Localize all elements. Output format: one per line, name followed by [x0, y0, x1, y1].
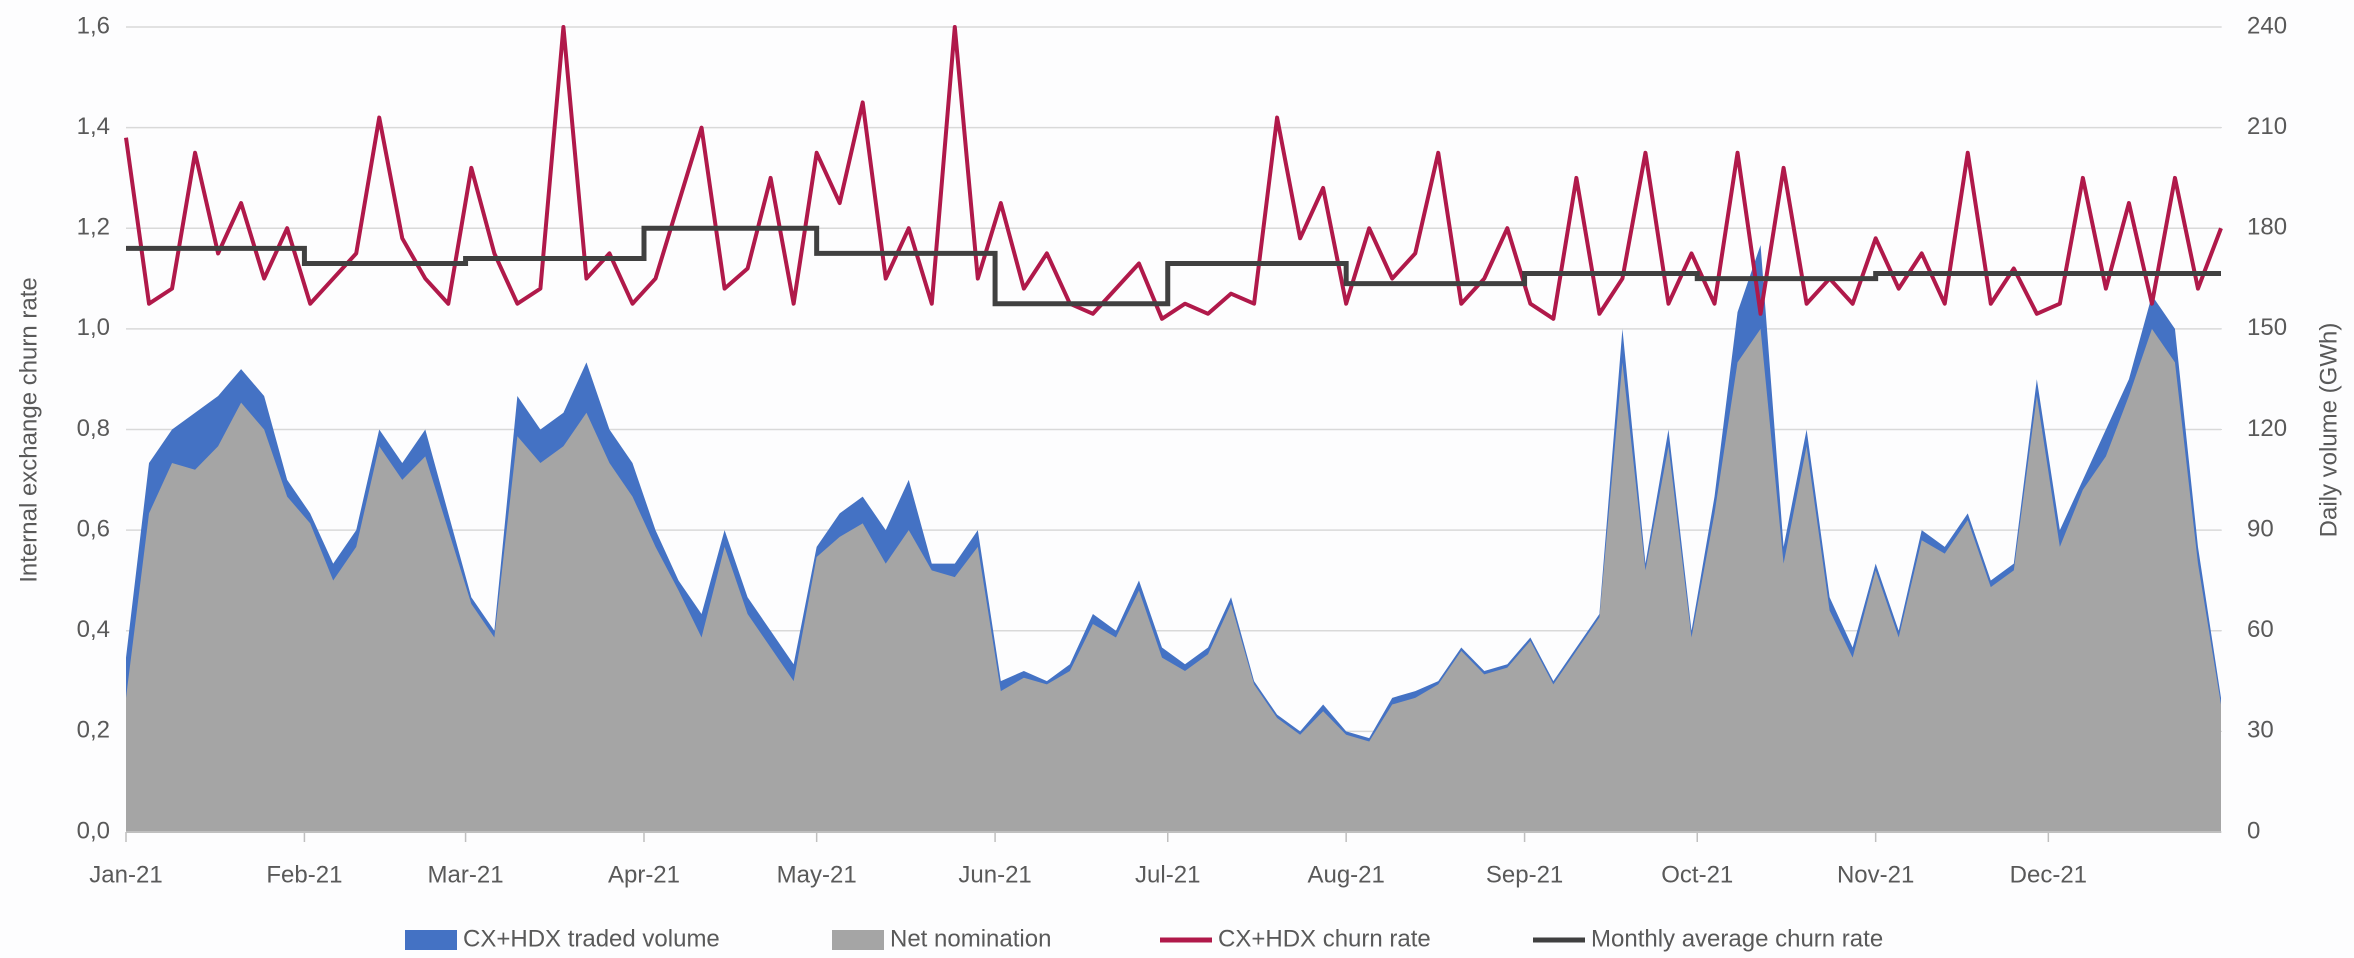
- y2-tick-label: 120: [2247, 415, 2287, 442]
- legend-label: CX+HDX churn rate: [1218, 925, 1431, 952]
- y2-tick-label: 210: [2247, 113, 2287, 140]
- legend-label: Net nomination: [890, 925, 1051, 952]
- x-tick-label: Feb-21: [266, 861, 342, 888]
- y-tick-label: 0,8: [77, 415, 110, 442]
- legend-label: Monthly average churn rate: [1591, 925, 1883, 952]
- y-tick-label: 1,6: [77, 12, 110, 39]
- y2-tick-label: 90: [2247, 515, 2274, 542]
- x-tick-label: Mar-21: [428, 861, 504, 888]
- x-tick-label: Jan-21: [89, 861, 162, 888]
- legend-label: CX+HDX traded volume: [463, 925, 720, 952]
- y-tick-label: 1,4: [77, 113, 110, 140]
- y2-tick-label: 30: [2247, 717, 2274, 744]
- y-tick-label: 0,4: [77, 616, 110, 643]
- x-tick-label: Sep-21: [1486, 861, 1563, 888]
- x-tick-label: Oct-21: [1661, 861, 1733, 888]
- y2-axis-label: Daily volume (GWh): [2315, 323, 2342, 538]
- y-tick-label: 0,6: [77, 515, 110, 542]
- x-tick-label: Jun-21: [958, 861, 1031, 888]
- y2-tick-label: 150: [2247, 314, 2287, 341]
- y-tick-label: 0,0: [77, 817, 110, 844]
- legend-swatch: [405, 930, 457, 950]
- step-line: [126, 225, 2221, 307]
- y2-tick-label: 0: [2247, 817, 2260, 844]
- area: [126, 328, 2221, 832]
- y-tick-label: 0,2: [77, 717, 110, 744]
- y-tick-label: 1,0: [77, 314, 110, 341]
- y2-tick-label: 180: [2247, 214, 2287, 241]
- x-tick-label: Dec-21: [2010, 861, 2087, 888]
- line: [124, 25, 2223, 321]
- x-tick-label: Nov-21: [1837, 861, 1914, 888]
- y2-tick-label: 240: [2247, 12, 2287, 39]
- y-tick-label: 1,2: [77, 214, 110, 241]
- legend-swatch: [832, 930, 884, 950]
- y2-tick-label: 60: [2247, 616, 2274, 643]
- x-tick-label: Apr-21: [608, 861, 680, 888]
- x-tick-label: May-21: [777, 861, 857, 888]
- x-tick-label: Aug-21: [1307, 861, 1384, 888]
- x-tick-label: Jul-21: [1135, 861, 1200, 888]
- y-axis-label: Internal exchange churn rate: [15, 277, 42, 583]
